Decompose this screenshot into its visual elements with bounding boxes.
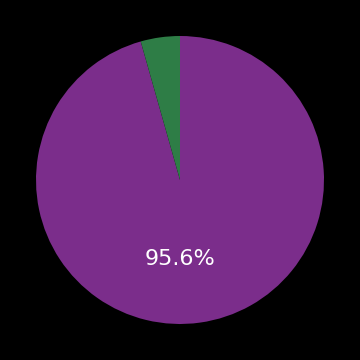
Text: 95.6%: 95.6% <box>145 249 215 269</box>
Wedge shape <box>36 36 324 324</box>
Wedge shape <box>141 36 180 180</box>
